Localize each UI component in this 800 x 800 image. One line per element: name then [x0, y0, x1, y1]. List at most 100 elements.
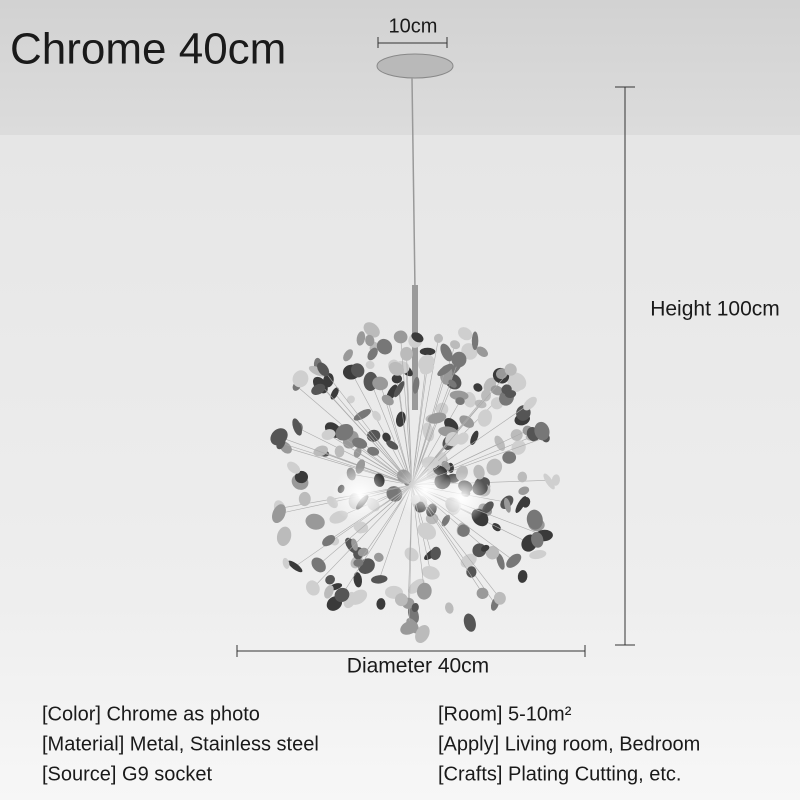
disc — [322, 535, 336, 547]
stem — [280, 442, 413, 486]
disc — [473, 464, 485, 480]
disc — [292, 418, 302, 436]
disc — [365, 334, 375, 347]
disc — [311, 557, 326, 573]
disc — [287, 461, 301, 474]
disc — [523, 396, 537, 411]
disc — [287, 560, 303, 573]
wire — [411, 77, 416, 291]
disc — [311, 383, 326, 396]
wall — [0, 135, 800, 800]
disc — [365, 360, 375, 369]
stem — [406, 353, 413, 486]
disc — [433, 333, 444, 343]
disc — [504, 363, 517, 376]
stem — [278, 436, 413, 486]
disc — [502, 451, 517, 464]
disc — [421, 565, 440, 580]
disc — [417, 522, 437, 540]
disc — [493, 591, 506, 605]
disc — [298, 491, 311, 507]
disc — [353, 409, 371, 421]
disc — [306, 580, 320, 596]
disc — [485, 546, 500, 560]
disc — [305, 513, 325, 530]
disc — [357, 547, 369, 557]
disc — [393, 330, 408, 344]
disc — [272, 504, 286, 524]
disc — [456, 432, 469, 445]
disc — [419, 362, 435, 375]
stem — [318, 484, 413, 566]
disc — [343, 349, 353, 362]
disc — [376, 598, 386, 610]
diameter-label: Diameter 40cm — [347, 655, 489, 678]
disc — [529, 550, 547, 560]
disc — [486, 458, 503, 476]
stem — [319, 383, 413, 486]
disc — [411, 332, 424, 343]
bulb — [436, 472, 488, 524]
disc — [282, 557, 290, 569]
disc — [292, 370, 309, 388]
disc — [335, 423, 354, 441]
disc — [400, 346, 413, 361]
disc — [526, 509, 543, 530]
spec: [Material] Metal, Stainless steel — [42, 733, 319, 755]
spec: [Color] Chrome as photo — [42, 703, 260, 725]
disc — [400, 620, 418, 635]
disc — [393, 381, 405, 398]
disc — [448, 379, 457, 388]
stem — [312, 484, 413, 589]
disc — [463, 613, 476, 632]
title: Chrome 40cm — [10, 25, 286, 74]
disc — [391, 374, 403, 384]
stem — [285, 447, 413, 486]
disc — [437, 363, 454, 377]
disc — [504, 389, 517, 398]
disc — [449, 390, 469, 401]
disc — [496, 553, 505, 570]
disc — [371, 575, 388, 584]
disc — [313, 445, 328, 457]
disc — [460, 553, 477, 568]
disc — [376, 338, 393, 355]
spec: [Apply] Living room, Bedroom — [438, 733, 700, 755]
disc — [534, 421, 550, 441]
disc — [451, 351, 467, 368]
disc — [408, 578, 425, 594]
stem — [370, 381, 413, 486]
disc — [427, 412, 447, 424]
disc — [551, 474, 561, 486]
height-label: Height 100cm — [650, 298, 780, 321]
stem — [328, 434, 413, 486]
disc — [353, 558, 364, 567]
disc — [471, 331, 479, 351]
disc — [353, 447, 362, 458]
height-bracket — [615, 86, 635, 646]
disc — [317, 362, 330, 377]
disc — [481, 389, 491, 402]
disc — [518, 486, 530, 495]
disc — [349, 589, 368, 605]
disc — [346, 395, 355, 404]
disc — [517, 471, 528, 483]
disc — [353, 572, 363, 588]
disc — [470, 430, 479, 445]
disc — [473, 383, 483, 392]
disc — [445, 432, 460, 447]
disc — [476, 346, 488, 357]
disc — [543, 473, 555, 490]
disc — [531, 531, 544, 548]
stem — [294, 484, 413, 567]
disc — [411, 602, 419, 612]
disc — [367, 446, 380, 456]
disc — [419, 347, 436, 356]
disc — [458, 327, 473, 341]
disc — [363, 322, 380, 338]
disc — [440, 343, 453, 362]
spec: [Source] G9 socket — [42, 763, 213, 785]
disc — [382, 432, 391, 443]
